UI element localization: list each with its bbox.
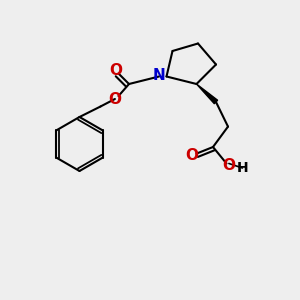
Text: N: N <box>153 68 165 82</box>
Polygon shape <box>196 84 218 104</box>
Text: O: O <box>222 158 236 173</box>
Text: H: H <box>237 161 248 175</box>
Text: O: O <box>185 148 199 164</box>
Text: O: O <box>109 63 122 78</box>
Text: O: O <box>108 92 122 106</box>
